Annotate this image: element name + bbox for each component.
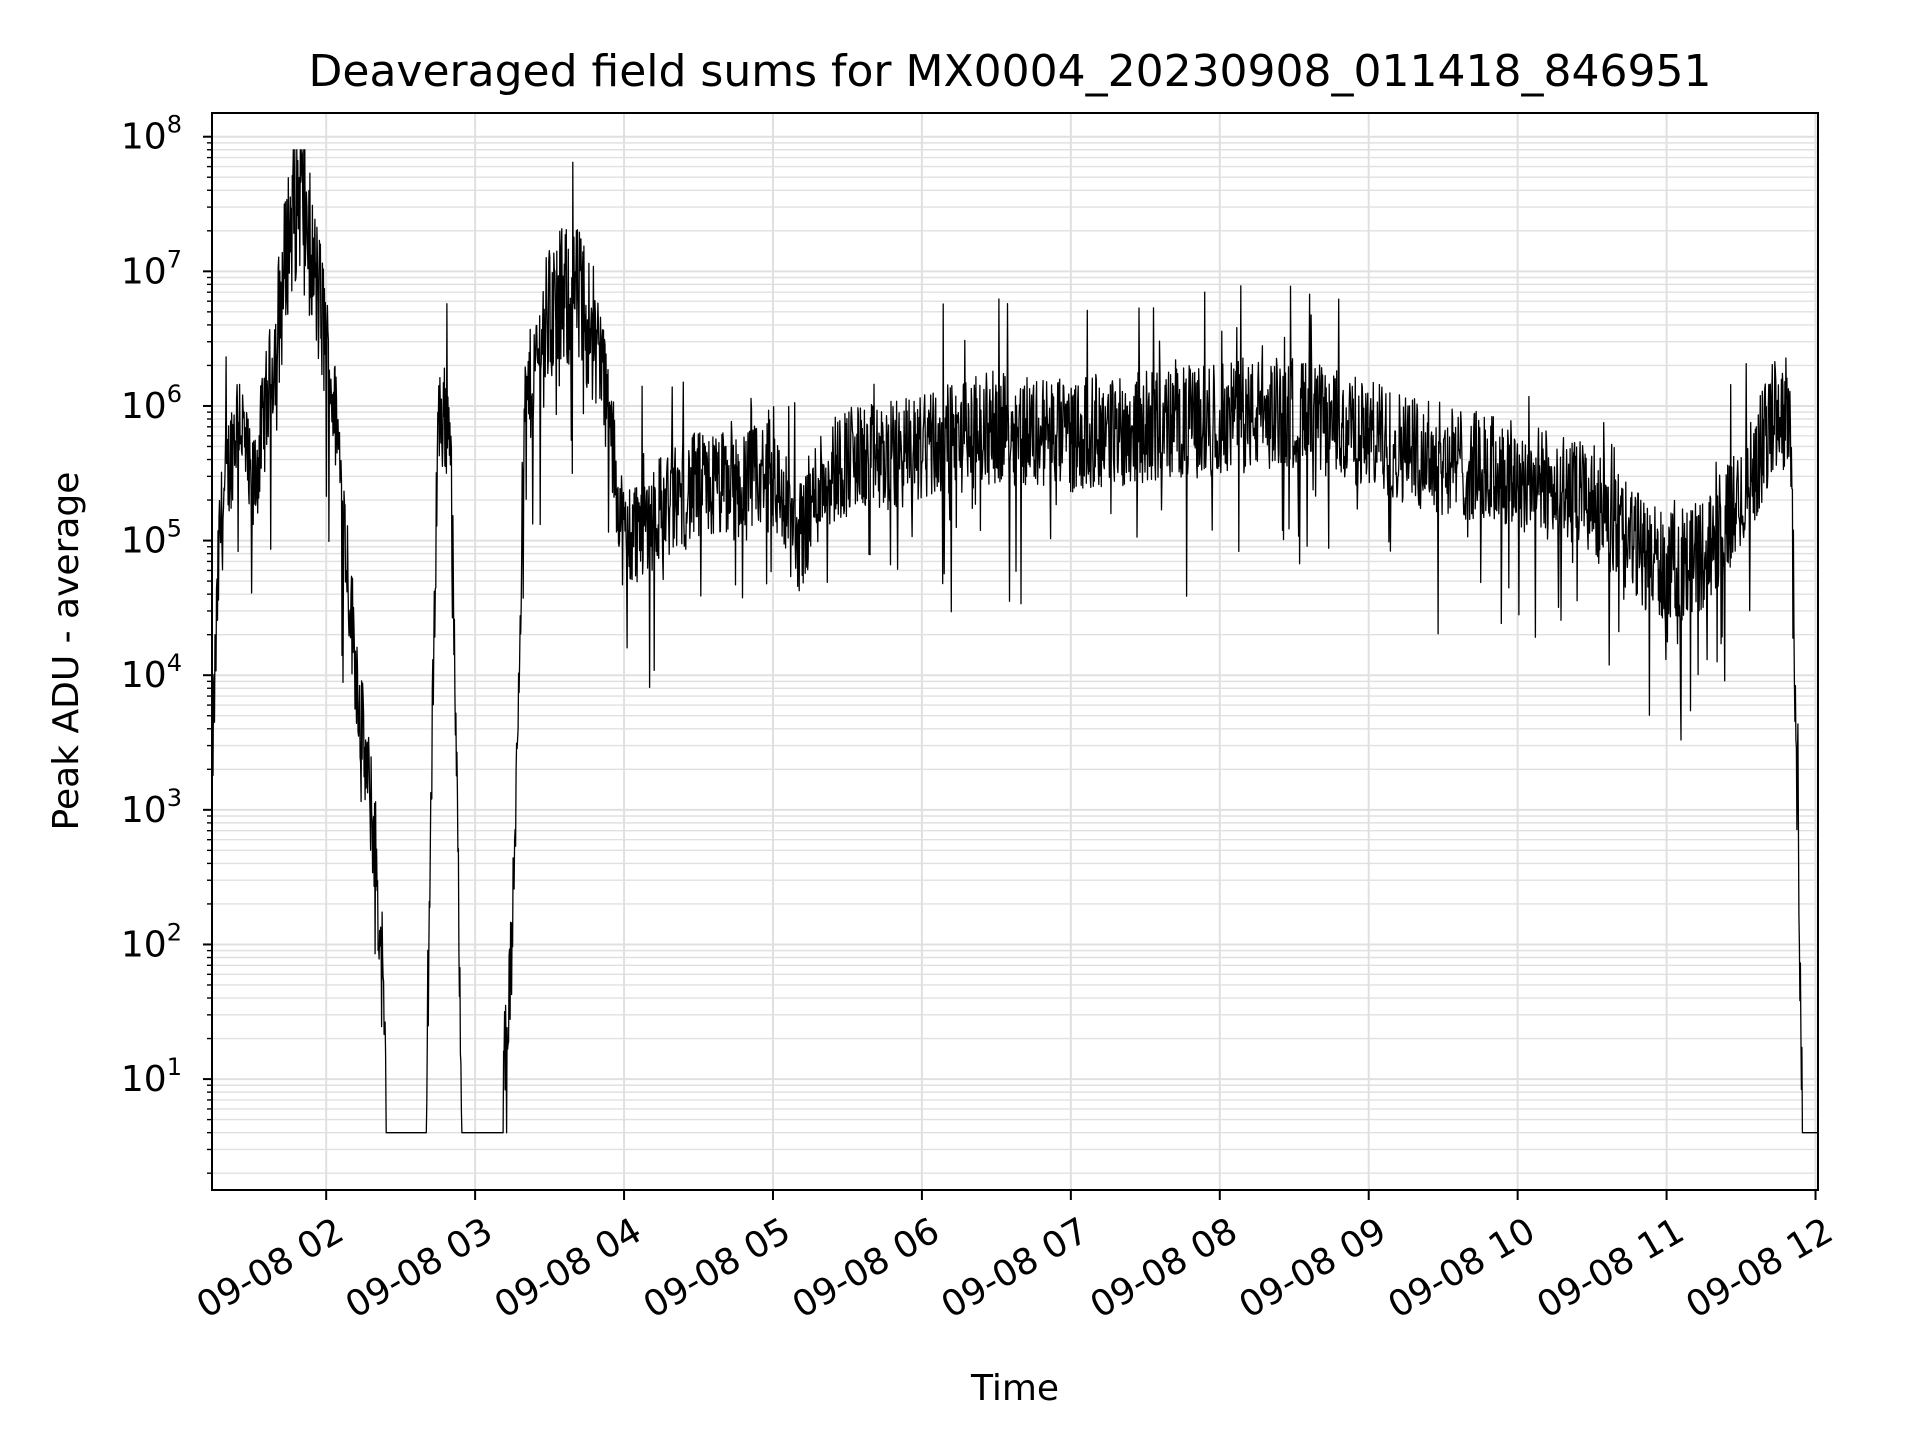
x-axis-label: Time	[970, 1368, 1059, 1409]
y-axis: 101 102 103 104 105 106 107 108	[121, 111, 212, 1174]
x-tick-label: 09-08 08	[1084, 1210, 1245, 1326]
x-tick-label: 09-08 12	[1679, 1210, 1840, 1326]
y-axis-label: Peak ADU - average	[46, 472, 87, 831]
data-line	[211, 149, 1819, 1134]
y-tick-label: 106	[121, 380, 182, 427]
x-tick-label: 09-08 02	[190, 1210, 351, 1326]
y-tick-label: 105	[121, 515, 182, 562]
y-tick-label: 102	[121, 918, 182, 965]
y-tick-label: 108	[121, 111, 182, 158]
x-tick-label: 09-08 04	[488, 1210, 649, 1326]
grid	[212, 113, 1818, 1190]
x-tick-label: 09-08 10	[1381, 1210, 1542, 1326]
x-tick-label: 09-08 06	[786, 1210, 947, 1326]
x-tick-label: 09-08 05	[637, 1210, 798, 1326]
x-tick-label: 09-08 03	[339, 1210, 500, 1326]
chart-title: Deaveraged field sums for MX0004_2023090…	[309, 46, 1712, 97]
x-tick-label: 09-08 09	[1233, 1210, 1394, 1326]
y-tick-label: 101	[121, 1053, 182, 1100]
x-tick-label: 09-08 11	[1530, 1210, 1691, 1326]
y-tick-label: 104	[121, 649, 182, 696]
y-tick-label: 107	[121, 245, 182, 292]
x-tick-label: 09-08 07	[935, 1210, 1096, 1326]
y-tick-label: 103	[121, 784, 182, 831]
plot-frame	[211, 112, 1819, 1191]
